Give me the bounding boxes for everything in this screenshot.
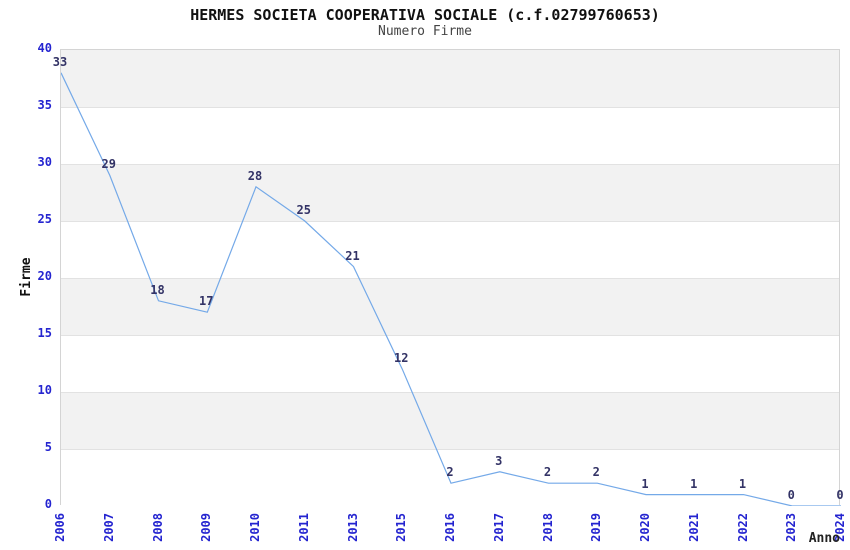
plot-band (61, 221, 839, 278)
plot-band (61, 278, 839, 335)
chart-subtitle: Numero Firme (378, 24, 472, 39)
point-value-label: 0 (836, 488, 844, 502)
point-value-label: 3 (495, 453, 503, 468)
y-tick-label: 35 (37, 98, 52, 112)
chart-title: HERMES SOCIETA COOPERATIVA SOCIALE (c.f.… (190, 6, 660, 24)
y-tick-label: 30 (37, 155, 52, 169)
point-value-label: 1 (641, 476, 649, 491)
plot-band (61, 449, 839, 506)
point-value-label: 1 (690, 476, 698, 491)
point-value-label: 17 (199, 294, 214, 309)
y-tick-label: 0 (44, 497, 52, 511)
point-value-label: 25 (296, 203, 311, 217)
gridline (61, 335, 839, 336)
plot-band (61, 335, 839, 392)
point-value-label: 0 (787, 488, 795, 502)
x-axis-label: Anno (808, 531, 840, 546)
point-value-label: 2 (543, 465, 552, 480)
gridline (61, 164, 839, 165)
plot-area (60, 49, 841, 506)
plot-band (61, 392, 839, 449)
point-value-label: 2 (446, 465, 454, 480)
y-tick-label: 10 (37, 383, 52, 397)
y-tick-label: 40 (37, 41, 52, 55)
data-line (61, 72, 841, 506)
point-value-label: 28 (247, 168, 263, 183)
point-value-label: 29 (101, 157, 116, 172)
gridline (61, 221, 839, 222)
point-value-label: 1 (738, 476, 747, 491)
plot-band (61, 107, 839, 164)
point-value-label: 21 (345, 248, 360, 263)
y-tick-label: 15 (37, 326, 52, 340)
point-value-label: 2 (592, 465, 600, 480)
gridline (61, 278, 839, 279)
plot-band (61, 164, 839, 221)
y-tick-label: 20 (37, 269, 52, 283)
y-tick-label: 5 (44, 440, 52, 454)
gridline (61, 392, 839, 393)
plot-band (61, 50, 839, 107)
gridline (61, 449, 839, 450)
point-value-label: 33 (52, 54, 68, 69)
y-tick-label: 25 (37, 212, 52, 226)
point-value-label: 18 (150, 282, 165, 297)
point-value-label: 12 (394, 351, 409, 366)
gridline (61, 107, 839, 108)
